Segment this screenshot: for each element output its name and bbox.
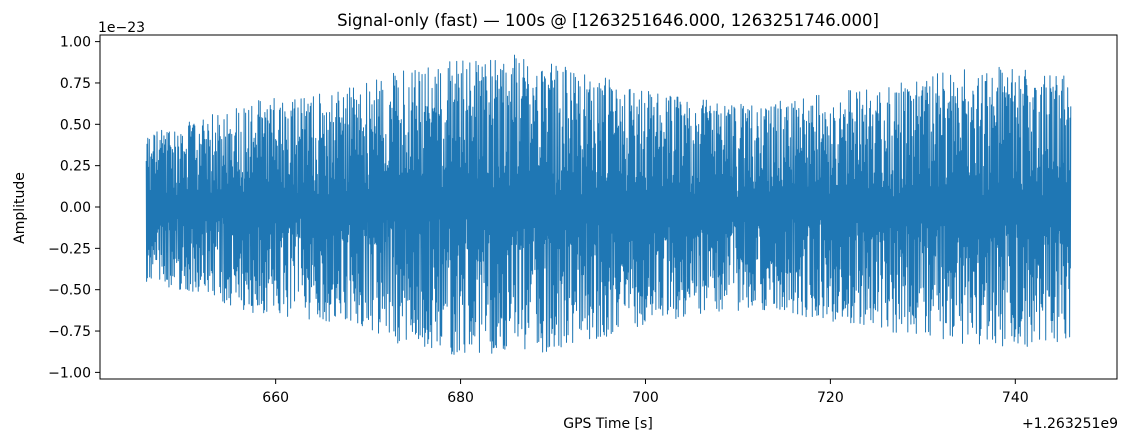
y-tick-label: −1.00: [48, 365, 91, 381]
y-tick-label: −0.75: [48, 324, 91, 340]
y-tick-label: 0.75: [60, 76, 91, 92]
y-scale-label: 1e−23: [98, 20, 145, 36]
chart-title: Signal-only (fast) — 100s @ [1263251646.…: [337, 11, 879, 30]
x-tick-label: 660: [262, 390, 289, 406]
y-tick-label: 0.25: [60, 159, 91, 175]
y-tick-label: −0.50: [48, 283, 91, 299]
x-tick-label: 740: [1002, 390, 1029, 406]
y-axis-label: Amplitude: [12, 172, 28, 244]
x-tick-label: 700: [632, 390, 659, 406]
x-tick-label: 720: [817, 390, 844, 406]
x-offset-label: +1.263251e9: [1022, 416, 1118, 432]
signal-line: [145, 54, 1072, 355]
x-axis: 660 680 700 720 740: [262, 379, 1029, 406]
x-axis-label: GPS Time [s]: [563, 416, 653, 432]
y-tick-label: 1.00: [60, 35, 91, 51]
signal-series: [145, 54, 1072, 355]
y-tick-label: 0.50: [60, 117, 91, 133]
x-tick-label: 680: [447, 390, 474, 406]
y-tick-label: 0.00: [60, 200, 91, 216]
y-tick-label: −0.25: [48, 241, 91, 257]
y-axis: 1.00 0.75 0.50 0.25 0.00 −0.25 −0.50 −0.75 −1.00: [48, 35, 100, 381]
